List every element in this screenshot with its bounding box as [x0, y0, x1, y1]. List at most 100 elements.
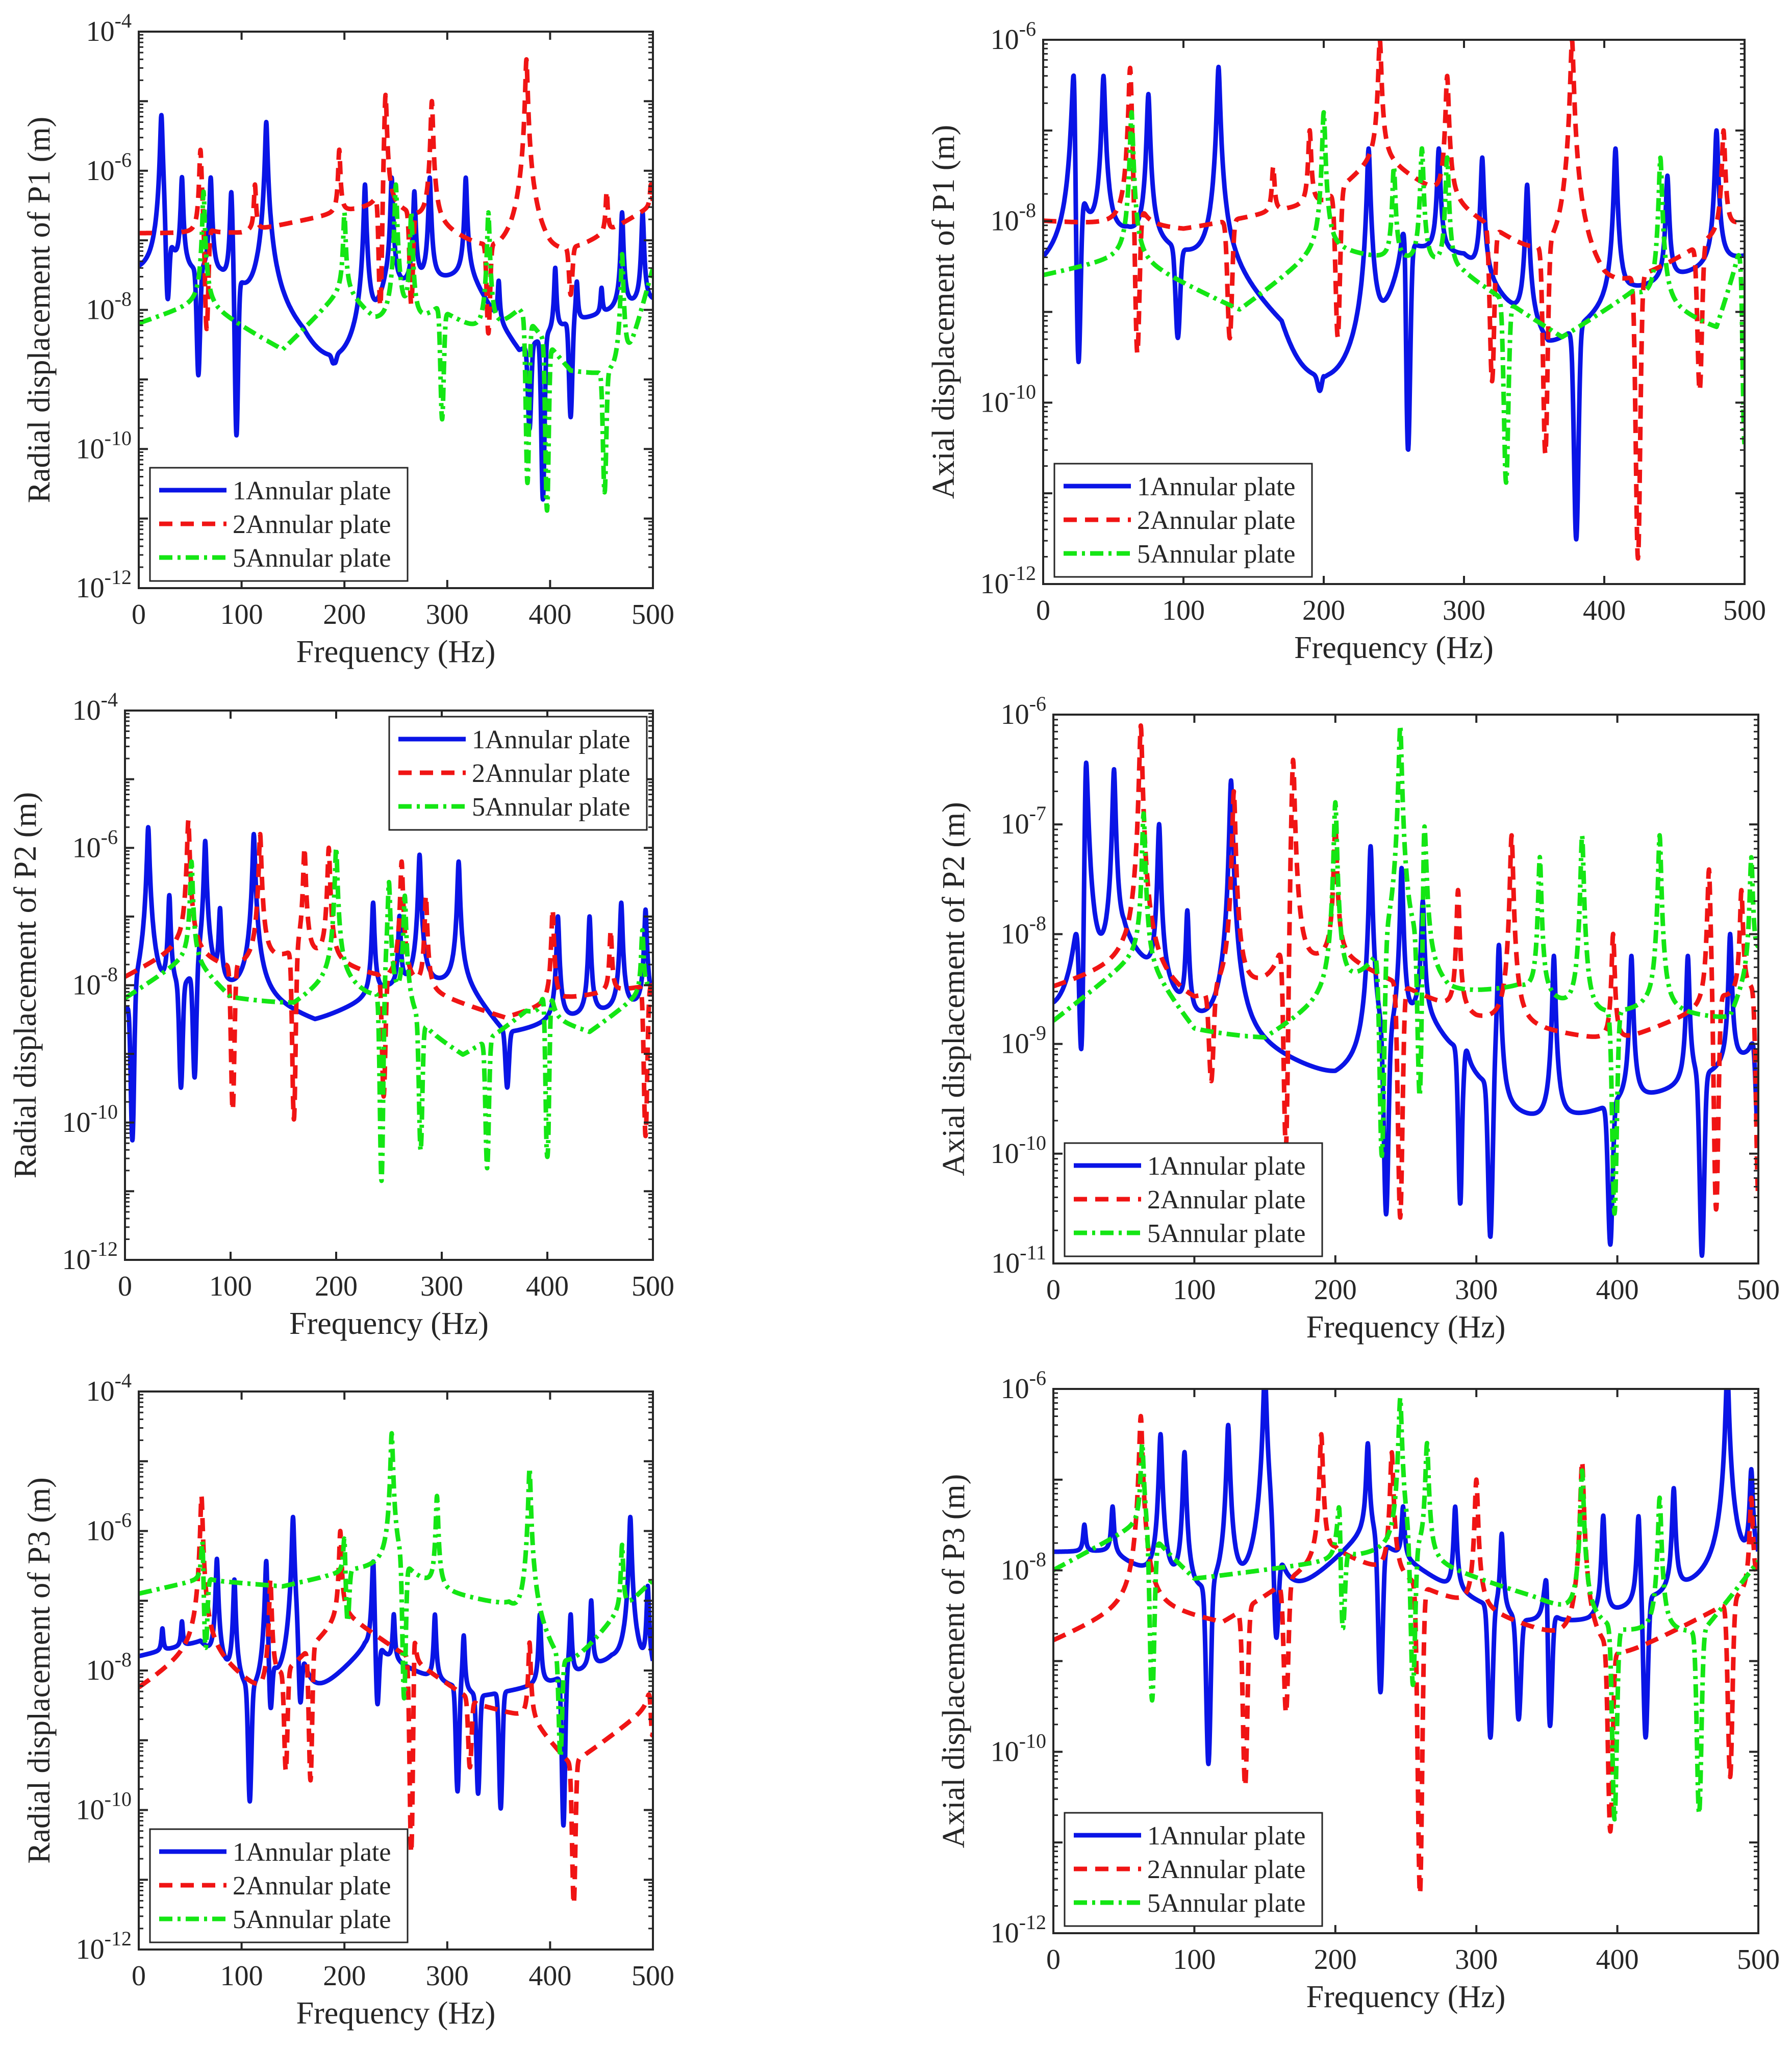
x-tick-label: 400: [526, 1271, 569, 1302]
x-tick-label: 100: [1173, 1944, 1216, 1976]
legend: 1Annular plate 2Annular plate 5Annular pla…: [149, 467, 409, 582]
y-tick-label: 10-12: [76, 1927, 132, 1965]
series-group: [1043, 40, 1745, 561]
series-line-5annular-plate: [125, 845, 653, 1183]
axes-box: [1052, 714, 1759, 1264]
x-tick-label: 300: [1455, 1274, 1498, 1306]
x-tick-label: 500: [1723, 595, 1766, 626]
legend: 1Annular plate 2Annular plate 5Annular pla…: [1064, 1142, 1323, 1257]
legend-label: 1Annular plate: [233, 1838, 391, 1867]
series-group: [1053, 1389, 1758, 1896]
x-tick-label: 0: [1046, 1944, 1061, 1976]
y-tick-label: 10-6: [1001, 1366, 1046, 1405]
x-axis-label: Frequency (Hz): [289, 1306, 489, 1341]
series-line-1annular-plate: [1043, 64, 1745, 542]
chart-panel-5: 0 100 200 300 400 500 10-12 10-10 10-8 10-6 10-4 Fr…: [22, 1369, 674, 2031]
x-tick-label: 0: [1036, 595, 1050, 626]
x-tick-label: 200: [1302, 595, 1345, 626]
y-tick-label: 10-12: [76, 566, 132, 604]
x-axis-label: Frequency (Hz): [296, 1996, 496, 2031]
y-tick-label: 10-10: [62, 1100, 118, 1138]
x-tick-label: 400: [1596, 1944, 1639, 1976]
y-tick-label: 10-6: [86, 1509, 132, 1547]
series-line-5annular-plate: [1043, 110, 1745, 485]
y-tick-label: 10-7: [1001, 802, 1046, 840]
x-tick-label: 400: [528, 599, 571, 630]
y-axis-label: Axial displacement of P3 (m): [937, 1474, 971, 1849]
y-axis-label: Radial displacement of P3 (m): [22, 1477, 57, 1864]
chart-panel-2: 0 100 200 300 400 500 10-12 10-10 10-8 10-6 Freque…: [926, 17, 1766, 665]
x-tick-label: 500: [1737, 1274, 1780, 1306]
y-tick-label: 10-6: [991, 17, 1036, 56]
x-tick-label: 200: [315, 1271, 358, 1302]
series-line-5annular-plate: [1053, 1396, 1758, 1822]
legend-label: 5Annular plate: [1147, 1219, 1305, 1248]
series-line-2annular-plate: [1053, 1413, 1758, 1896]
legend-label: 5Annular plate: [472, 793, 630, 822]
y-tick-label: 10-8: [72, 963, 118, 1001]
x-tick-label: 0: [132, 1960, 146, 1992]
x-tick-label: 200: [323, 1960, 366, 1992]
legend-label: 2Annular plate: [1147, 1185, 1305, 1214]
x-axis-label: Frequency (Hz): [1306, 1310, 1506, 1345]
x-tick-label: 100: [209, 1271, 252, 1302]
legend-label: 5Annular plate: [233, 1905, 391, 1934]
y-tick-label: 10-4: [86, 9, 132, 47]
y-tick-label: 10-8: [86, 1648, 132, 1686]
legend: 1Annular plate 2Annular plate 5Annular pla…: [149, 1828, 409, 1943]
chart-panel-1: 0 100 200 300 400 500 10-12 10-10 10-8 10-6 10-4 Fr…: [22, 9, 674, 669]
x-tick-label: 100: [220, 599, 263, 630]
y-tick-label: 10-9: [1001, 1022, 1046, 1060]
y-axis-label: Radial displacement of P1 (m): [22, 117, 57, 503]
legend-label: 2Annular plate: [472, 759, 630, 788]
series-group: [139, 57, 653, 513]
x-tick-label: 300: [1443, 595, 1485, 626]
legend-label: 5Annular plate: [1137, 540, 1295, 569]
x-tick-label: 200: [323, 599, 366, 630]
legend-label: 1Annular plate: [1137, 472, 1295, 501]
series-line-2annular-plate: [1043, 40, 1745, 561]
y-tick-label: 10-4: [72, 688, 118, 726]
series-group: [1053, 723, 1758, 1258]
x-tick-label: 500: [632, 1271, 674, 1302]
y-tick-label: 10-6: [72, 825, 118, 864]
y-axis-label: Axial displacement of P2 (m): [937, 802, 971, 1176]
x-tick-label: 300: [420, 1271, 463, 1302]
x-tick-label: 300: [426, 599, 469, 630]
y-tick-label: 10-8: [991, 199, 1036, 237]
y-tick-label: 10-6: [86, 148, 132, 187]
y-tick-label: 10-8: [1001, 1548, 1046, 1586]
y-tick-label: 10-10: [991, 1729, 1046, 1767]
series-group: [139, 1431, 653, 1907]
x-tick-label: 100: [1173, 1274, 1216, 1306]
x-tick-label: 100: [1162, 595, 1205, 626]
legend-label: 1Annular plate: [1147, 1152, 1305, 1181]
x-tick-label: 200: [1314, 1944, 1357, 1976]
y-tick-label: 10-10: [980, 380, 1036, 418]
legend-label: 1Annular plate: [233, 476, 391, 505]
legend: 1Annular plate 2Annular plate 5Annular pla…: [1064, 1812, 1323, 1927]
y-tick-label: 10-12: [991, 1911, 1046, 1949]
x-tick-label: 0: [1046, 1274, 1061, 1306]
x-axis-label: Frequency (Hz): [1294, 630, 1494, 665]
y-axis-label: Axial displacement of P1 (m): [926, 125, 961, 499]
chart-panel-4: 0 100 200 300 400 500 10-11 10-10 10-9 10-8 10-7 10…: [937, 692, 1780, 1345]
x-tick-label: 300: [426, 1960, 469, 1992]
chart-panel-3: 0 100 200 300 400 500 10-12 10-10 10-8 10-6 10-4 Fr…: [8, 688, 674, 1341]
x-axis-label: Frequency (Hz): [1306, 1980, 1506, 2014]
y-axis-label: Radial displacement of P2 (m): [8, 792, 43, 1179]
y-tick-label: 10-10: [76, 426, 132, 465]
y-tick-label: 10-11: [991, 1241, 1046, 1279]
series-line-2annular-plate: [125, 818, 653, 1138]
x-tick-label: 200: [1314, 1274, 1357, 1306]
legend-label: 2Annular plate: [233, 1871, 391, 1901]
x-tick-label: 0: [118, 1271, 132, 1302]
x-tick-label: 400: [1596, 1274, 1639, 1306]
series-line-2annular-plate: [139, 1494, 653, 1907]
y-tick-label: 10-4: [86, 1369, 132, 1407]
y-tick-label: 10-10: [991, 1131, 1046, 1170]
x-tick-label: 500: [632, 1960, 674, 1992]
series-line-5annular-plate: [139, 1431, 653, 1759]
series-group: [125, 818, 653, 1183]
